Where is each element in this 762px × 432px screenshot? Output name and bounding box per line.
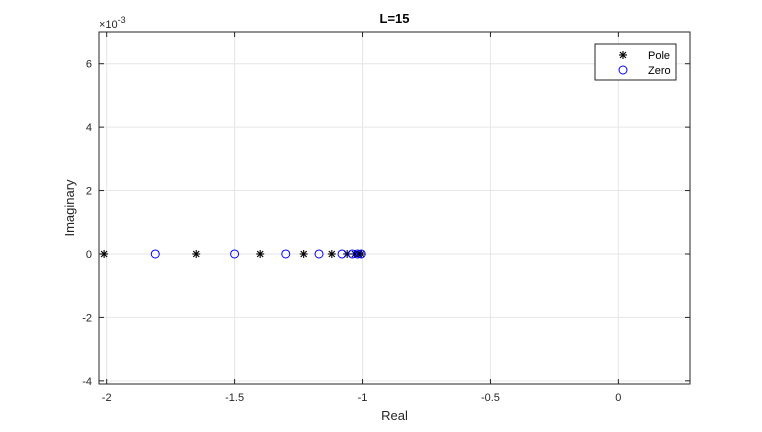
zero-marker (347, 249, 357, 259)
legend-pole-marker (619, 51, 627, 59)
pole-marker (192, 249, 201, 258)
zero-marker (356, 249, 366, 259)
y-tick-label: 6 (86, 59, 92, 71)
y-tick-label: 0 (86, 249, 92, 261)
data-markers (100, 249, 366, 259)
y-exponent-power: -3 (118, 15, 126, 25)
y-tick-label: -2 (82, 312, 92, 324)
axis-ticks: -2 -1.5 -1 -0.5 0 -4 -2 0 2 4 6 (82, 32, 690, 404)
y-tick-label: -4 (82, 376, 92, 388)
plot-area (99, 32, 690, 384)
x-tick-label: 0 (615, 392, 621, 404)
x-tick-label: -1 (358, 392, 368, 404)
chart-title: L=15 (380, 11, 410, 26)
y-exponent-label: ×10-3 (99, 15, 126, 31)
y-exponent-base: ×10 (99, 19, 118, 31)
legend-box (594, 43, 677, 81)
zero-marker (352, 249, 362, 259)
pole-marker (299, 249, 308, 258)
y-axis-label: Imaginary (62, 179, 77, 237)
legend-zero-label: Zero (648, 65, 671, 77)
zero-marker (281, 249, 291, 259)
plot-frame (98, 31, 691, 385)
pole-marker (256, 249, 265, 258)
pole-marker (327, 249, 336, 258)
zero-marker (150, 249, 160, 259)
y-tick-label: 4 (86, 122, 92, 134)
legend-zero-marker (618, 65, 628, 75)
x-tick-label: -0.5 (481, 392, 500, 404)
zero-marker (230, 249, 240, 259)
x-axis-label: Real (381, 408, 408, 423)
x-tick-label: -2 (102, 392, 112, 404)
pole-marker (100, 249, 109, 258)
y-tick-label: 2 (86, 186, 92, 198)
x-tick-label: -1.5 (225, 392, 244, 404)
zero-marker (337, 249, 347, 259)
legend: Pole Zero (594, 43, 677, 81)
zero-marker (314, 249, 324, 259)
legend-pole-label: Pole (648, 50, 670, 62)
